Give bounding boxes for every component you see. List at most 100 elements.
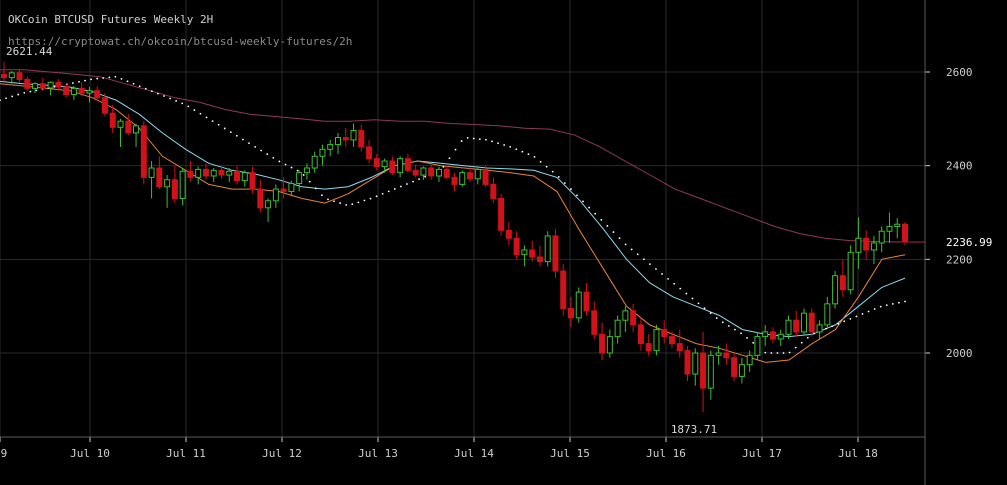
candle-down <box>668 336 675 345</box>
sar-dot <box>746 337 748 339</box>
sar-dot <box>788 351 791 354</box>
candle-down <box>171 179 178 199</box>
sar-dot <box>521 150 524 153</box>
sar-dot <box>661 273 663 275</box>
sma-long-line <box>0 69 925 243</box>
sar-dot <box>655 268 657 270</box>
candle-down <box>140 125 147 178</box>
sar-dot <box>448 157 451 160</box>
sar-dot <box>211 120 214 122</box>
sar-dot <box>570 188 572 191</box>
sar-dot <box>418 178 420 181</box>
sar-dot <box>466 137 469 139</box>
sar-dot <box>375 195 378 198</box>
candle-down <box>700 352 707 389</box>
sar-dot <box>321 194 323 197</box>
sar-dot <box>855 315 858 318</box>
sar-dot <box>898 301 900 304</box>
candle-down <box>366 146 373 160</box>
sar-dot <box>114 75 117 78</box>
sar-dot <box>782 352 785 354</box>
sar-dot <box>308 180 311 183</box>
candle-up <box>311 155 318 169</box>
sar-dot <box>685 292 688 295</box>
sar-dot <box>533 156 536 158</box>
candle-up <box>117 120 124 128</box>
grid <box>0 0 925 437</box>
candle-up <box>606 336 613 354</box>
candle-down <box>467 172 474 180</box>
sar-dot <box>588 206 591 209</box>
sar-dot <box>557 176 560 178</box>
candle-up <box>575 291 582 319</box>
candle-up <box>32 83 39 89</box>
sar-dot <box>17 93 20 96</box>
candle-up <box>622 310 629 321</box>
sar-dot <box>78 80 80 83</box>
sar-dot <box>290 166 293 169</box>
candle-down <box>373 158 380 168</box>
sar-dot <box>193 109 196 111</box>
sar-dot <box>642 258 645 261</box>
sar-dot <box>509 145 512 148</box>
sar-dot <box>843 320 846 323</box>
sar-dot <box>709 312 712 315</box>
sar-dot <box>339 202 342 204</box>
sar-dot <box>157 92 159 95</box>
x-tick-label: Jul 13 <box>358 447 398 460</box>
candle-down <box>482 168 489 185</box>
sar-dot <box>5 97 7 100</box>
candle-down <box>55 81 62 88</box>
candle-down <box>1 73 7 79</box>
sar-dot <box>873 308 876 310</box>
sar-dot <box>84 79 86 82</box>
sar-dot <box>861 313 864 315</box>
candle-down <box>443 168 450 178</box>
candle-up <box>801 312 808 333</box>
candle-up <box>195 168 202 178</box>
sar-dot <box>187 105 190 108</box>
sar-dot <box>272 156 275 159</box>
candle-up <box>148 167 155 178</box>
candle-down <box>661 329 668 338</box>
sar-dot <box>697 302 700 305</box>
candle-down <box>583 291 590 312</box>
sar-dot <box>424 175 427 178</box>
candle-down <box>234 170 241 182</box>
sar-dot <box>138 85 141 88</box>
sar-dot <box>715 317 718 319</box>
candle-down <box>358 130 365 148</box>
sar-dot <box>333 200 335 203</box>
sar-dot <box>108 76 111 79</box>
sar-dot <box>229 131 232 134</box>
candle-up <box>420 167 427 176</box>
candle-up <box>715 352 722 356</box>
sar-dot <box>11 95 14 98</box>
sar-dot <box>734 328 736 331</box>
sar-dot <box>199 112 202 115</box>
candle-up <box>653 329 660 352</box>
sar-dot <box>144 87 147 90</box>
sar-dot <box>752 341 755 344</box>
candle-down <box>412 169 419 176</box>
candle-down <box>498 197 505 231</box>
candle-up <box>303 167 310 174</box>
sar-dot <box>891 303 894 305</box>
candle-down <box>249 172 256 190</box>
candle-down <box>863 237 870 251</box>
x-tick-label: Jul 14 <box>454 447 494 460</box>
sar-dot <box>478 138 481 141</box>
candle-up <box>288 182 295 192</box>
ema-fast-line <box>0 83 906 363</box>
sar-dot <box>770 352 773 354</box>
candle-up <box>824 303 831 326</box>
candle-down <box>793 319 800 333</box>
candle-down <box>101 97 108 114</box>
sar-dot <box>387 190 390 193</box>
sar-dot <box>351 203 354 206</box>
sar-dot <box>242 138 244 141</box>
sar-dot <box>679 287 682 290</box>
x-tick-label: Jul 15 <box>550 447 590 460</box>
sar-dot <box>673 282 676 285</box>
